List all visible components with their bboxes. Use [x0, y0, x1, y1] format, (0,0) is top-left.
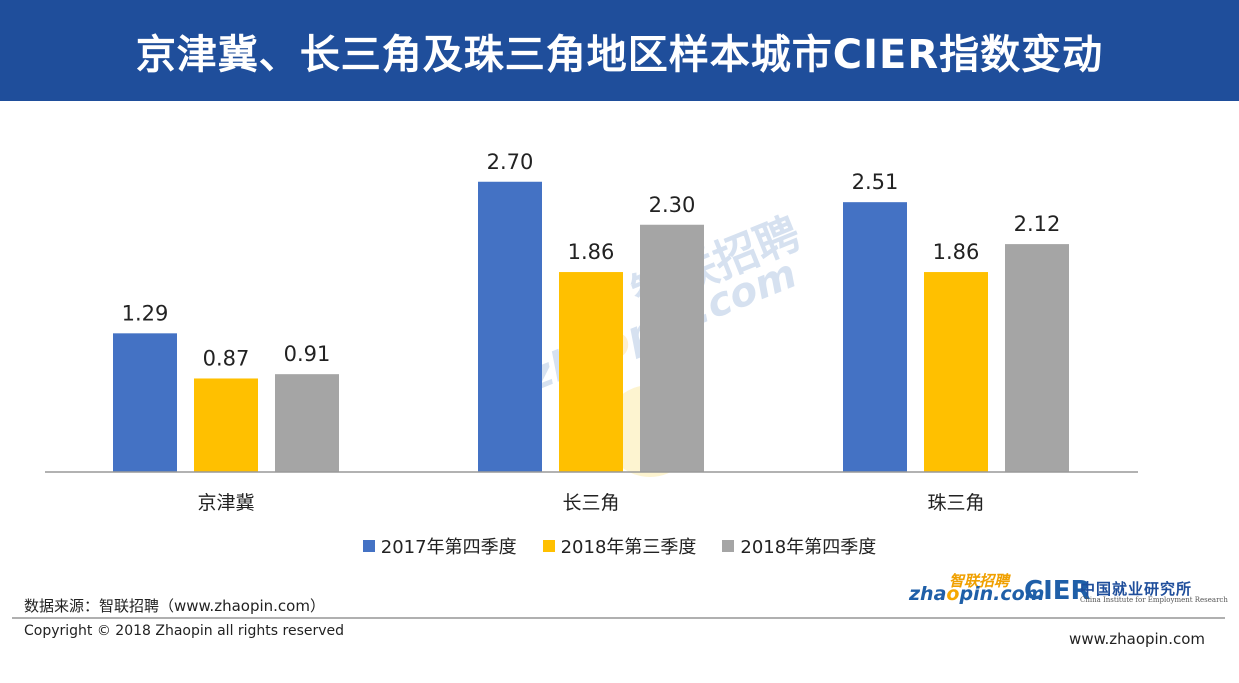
- legend-item-2: 2018年第四季度: [722, 533, 876, 559]
- bar-series0-2: [843, 202, 907, 473]
- data-label-series2-0: 0.91: [284, 342, 331, 366]
- page-title: 京津冀、长三角及珠三角地区样本城市CIER指数变动: [135, 31, 1104, 78]
- data-label-series0-2: 2.51: [852, 170, 899, 194]
- legend: 2017年第四季度 2018年第三季度 2018年第四季度: [0, 533, 1239, 559]
- bar-series0-0: [113, 333, 177, 472]
- bar-series1-1: [559, 272, 623, 472]
- data-label-series0-0: 1.29: [122, 301, 169, 325]
- bar-series1-2: [924, 272, 988, 472]
- bar-series2-0: [275, 374, 339, 472]
- category-label-0: 京津冀: [197, 492, 254, 514]
- legend-swatch-2: [722, 540, 735, 552]
- footer-divider: [12, 617, 1225, 619]
- legend-label-1: 2018年第三季度: [560, 537, 697, 558]
- bar-series2-1: [640, 224, 704, 472]
- legend-item-0: 2017年第四季度: [362, 533, 517, 559]
- zhaopin-logo-cn: 智联招聘: [949, 572, 1010, 590]
- zhaopin-logo: 智联招聘 zhaopin.com: [905, 570, 1044, 610]
- data-label-series2-1: 2.30: [649, 193, 696, 217]
- copyright: Copyright © 2018 Zhaopin all rights rese…: [24, 623, 345, 639]
- data-label-series0-1: 2.70: [487, 150, 534, 174]
- data-label-series1-0: 0.87: [203, 346, 250, 370]
- bar-series2-2: [1005, 244, 1069, 472]
- data-label-series1-1: 1.86: [568, 240, 615, 264]
- cier-logo: CIER 中国就业研究所 China Institute for Employm…: [1024, 574, 1228, 610]
- category-label-1: 长三角: [562, 492, 619, 514]
- bar-series0-1: [478, 181, 542, 472]
- legend-label-0: 2017年第四季度: [380, 537, 517, 558]
- bar-series1-0: [194, 378, 258, 472]
- header-banner: 京津冀、长三角及珠三角地区样本城市CIER指数变动: [0, 0, 1239, 101]
- data-label-series2-2: 2.12: [1014, 212, 1061, 236]
- cier-logo-mark: CIER: [1024, 576, 1091, 606]
- data-label-series1-2: 1.86: [933, 240, 980, 264]
- cier-logo-cn: 中国就业研究所: [1080, 580, 1193, 598]
- legend-swatch-1: [542, 540, 555, 552]
- legend-label-2: 2018年第四季度: [740, 537, 877, 558]
- legend-swatch-0: [362, 540, 375, 552]
- legend-item-1: 2018年第三季度: [542, 533, 697, 559]
- data-source: 数据来源：智联招聘（www.zhaopin.com）: [24, 597, 325, 615]
- bar-chart: 智联招聘 zhaopin.com 1.292.702.510.871.861.8…: [45, 150, 1138, 514]
- website-link[interactable]: www.zhaopin.com: [1069, 630, 1205, 648]
- category-label-2: 珠三角: [927, 492, 984, 514]
- zhaopin-logo-en: zhaopin.com: [909, 583, 1045, 605]
- cier-logo-en: China Institute for Employment Research: [1080, 596, 1228, 604]
